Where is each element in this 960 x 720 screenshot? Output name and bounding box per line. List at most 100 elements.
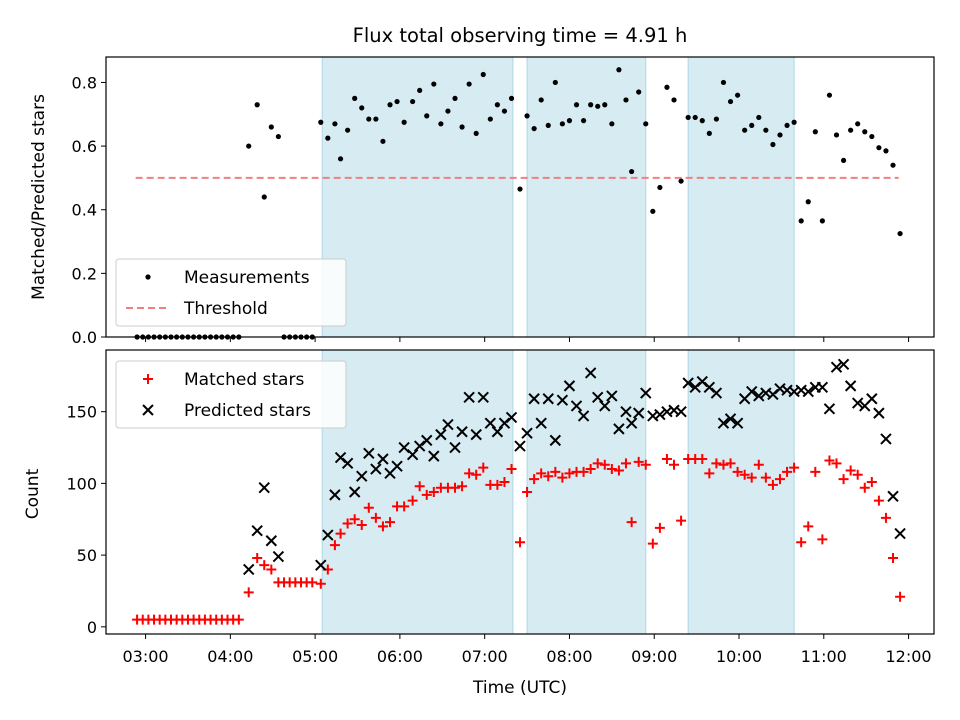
data-point-matched-stars bbox=[233, 614, 244, 625]
y-tick-label: 0.4 bbox=[72, 201, 97, 220]
observing-window-0 bbox=[321, 56, 514, 338]
data-point-predicted-stars bbox=[625, 417, 638, 429]
data-point-measurement bbox=[791, 119, 797, 125]
data-point-measurement bbox=[459, 124, 465, 130]
data-point-measurement bbox=[552, 79, 558, 86]
bottom-panel: 0 50 100 150 03:00 04:00 05:00 06:00 07:00 08:00 0… bbox=[66, 349, 935, 666]
data-point-matched-stars bbox=[428, 487, 439, 497]
data-point-predicted-stars bbox=[724, 413, 737, 425]
data-point-predicted-stars bbox=[731, 417, 744, 429]
data-point-matched-stars bbox=[342, 518, 353, 529]
data-point-predicted-stars bbox=[449, 441, 461, 454]
data-point-measurement bbox=[742, 127, 748, 133]
data-point-predicted-stars bbox=[746, 385, 758, 398]
data-point-matched-stars bbox=[252, 552, 263, 563]
data-point-measurement bbox=[848, 127, 854, 133]
legend-marker-measurements bbox=[145, 274, 151, 280]
data-point-measurement bbox=[756, 114, 762, 121]
data-point-predicted-stars bbox=[675, 405, 687, 418]
data-point-predicted-stars bbox=[556, 394, 569, 406]
data-point-measurement bbox=[337, 156, 344, 162]
data-point-matched-stars bbox=[421, 489, 432, 500]
y-tick-label: 0.2 bbox=[72, 264, 97, 283]
data-point-predicted-stars bbox=[272, 550, 285, 563]
data-point-measurement bbox=[713, 116, 720, 122]
x-tick-label: 05:00 bbox=[292, 647, 338, 666]
data-point-matched-stars bbox=[767, 479, 778, 490]
data-point-predicted-stars bbox=[844, 380, 857, 392]
data-point-matched-stars bbox=[732, 466, 743, 477]
data-point-measurement bbox=[480, 71, 486, 78]
data-point-measurement bbox=[445, 108, 451, 114]
data-point-predicted-stars bbox=[521, 427, 533, 439]
data-point-matched-stars bbox=[515, 537, 525, 548]
data-point-measurement bbox=[784, 122, 790, 129]
y-tick-label: 0.0 bbox=[72, 328, 97, 347]
data-point-measurement bbox=[657, 184, 663, 191]
data-point-predicted-stars bbox=[753, 390, 765, 402]
data-point-measurement bbox=[685, 114, 691, 121]
data-point-measurement bbox=[566, 118, 573, 124]
data-point-matched-stars bbox=[796, 537, 807, 548]
data-point-matched-stars bbox=[888, 552, 899, 563]
data-point-predicted-stars bbox=[549, 434, 562, 447]
data-point-measurement bbox=[602, 102, 608, 108]
data-point-predicted-stars bbox=[851, 397, 864, 409]
data-point-matched-stars bbox=[499, 476, 510, 487]
data-point-measurement bbox=[431, 81, 437, 87]
y-tick-label: 0.6 bbox=[72, 137, 97, 156]
data-point-measurement bbox=[501, 108, 508, 114]
data-point-matched-stars bbox=[817, 534, 828, 545]
data-point-matched-stars bbox=[824, 455, 835, 466]
data-point-matched-stars bbox=[633, 456, 644, 467]
data-point-predicted-stars bbox=[406, 448, 419, 461]
data-point-measurement bbox=[580, 118, 587, 124]
data-point-predicted-stars bbox=[329, 489, 341, 501]
data-point-predicted-stars bbox=[887, 490, 899, 503]
observing-window-2 bbox=[687, 56, 795, 338]
chart-title: Flux total observing time = 4.91 h bbox=[353, 24, 688, 47]
observing-window-1 bbox=[526, 349, 647, 635]
data-point-matched-stars bbox=[895, 591, 906, 602]
data-point-measurement bbox=[254, 102, 260, 108]
data-point-measurement bbox=[749, 122, 755, 129]
data-point-matched-stars bbox=[506, 464, 517, 475]
legend-box bbox=[115, 258, 347, 327]
data-point-predicted-stars bbox=[514, 440, 526, 452]
data-point-predicted-stars bbox=[477, 391, 489, 404]
data-point-predicted-stars bbox=[456, 426, 468, 438]
data-point-matched-stars bbox=[606, 464, 617, 475]
data-point-predicted-stars bbox=[717, 417, 730, 429]
data-point-measurement bbox=[664, 84, 670, 90]
data-point-measurement bbox=[246, 143, 252, 149]
data-point-measurement bbox=[424, 113, 430, 119]
data-point-measurement bbox=[840, 157, 847, 164]
data-point-measurement bbox=[706, 130, 712, 136]
data-point-matched-stars bbox=[457, 481, 468, 492]
data-point-matched-stars bbox=[746, 472, 757, 483]
data-point-matched-stars bbox=[450, 482, 461, 493]
data-point-predicted-stars bbox=[613, 423, 625, 435]
data-point-predicted-stars bbox=[654, 408, 666, 421]
x-tick-label: 04:00 bbox=[207, 647, 253, 666]
data-point-measurement bbox=[387, 102, 393, 108]
data-point-predicted-stars bbox=[606, 390, 618, 402]
data-point-measurement bbox=[699, 118, 705, 124]
data-point-matched-stars bbox=[782, 466, 793, 477]
bottom-y-axis-label: Count bbox=[23, 468, 43, 519]
data-point-measurement bbox=[819, 218, 825, 224]
legend: Measurements Threshold bbox=[115, 258, 347, 327]
x-tick-label: 03:00 bbox=[123, 647, 169, 666]
data-point-matched-stars bbox=[852, 469, 863, 480]
axes-frame bbox=[105, 56, 935, 338]
data-point-measurement bbox=[890, 162, 896, 168]
data-point-matched-stars bbox=[307, 577, 318, 588]
data-point-predicted-stars bbox=[873, 407, 885, 419]
data-point-measurement bbox=[380, 138, 386, 144]
data-point-measurement bbox=[438, 121, 444, 127]
data-point-predicted-stars bbox=[463, 391, 475, 404]
x-tick-label: 09:00 bbox=[631, 647, 677, 666]
data-point-matched-stars bbox=[329, 540, 340, 551]
observing-window-2 bbox=[687, 349, 795, 635]
data-point-measurement bbox=[720, 79, 727, 86]
